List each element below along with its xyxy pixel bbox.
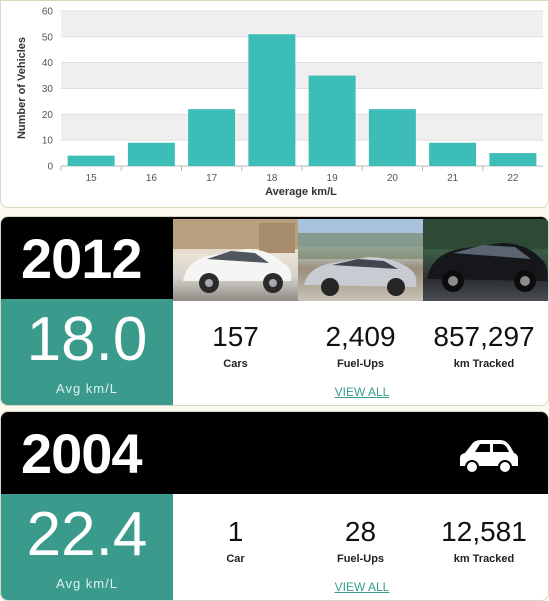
car-icon (460, 440, 518, 474)
x-tick-label: 16 (146, 173, 158, 184)
view-all-link[interactable]: VIEW ALL (334, 385, 390, 399)
stat-fuel-ups: 2,409 Fuel-Ups (298, 321, 423, 370)
year-header: 2004 (1, 412, 548, 494)
grid-band (61, 62, 543, 89)
x-tick-label: 17 (206, 173, 218, 184)
white-hatchback-photo (173, 219, 298, 293)
bar-16[interactable] (127, 142, 175, 166)
avg-kml-box: 18.0 Avg km/L (1, 299, 173, 405)
year-header: 2012 (1, 217, 548, 301)
histogram-card: 0 10 20 30 40 50 60 15 16 17 18 19 20 21 22 Average k… (0, 0, 549, 208)
y-tick-label: 50 (42, 32, 54, 43)
view-all-link[interactable]: VIEW ALL (334, 580, 390, 594)
x-axis-ticks: 15 16 17 18 19 20 21 22 (60, 166, 519, 184)
x-tick-label: 18 (266, 173, 278, 184)
stat-label: Fuel-Ups (336, 553, 385, 565)
vehicle-photo[interactable] (173, 219, 298, 301)
stat-value: 2,409 (325, 321, 396, 352)
y-axis-title: Number of Vehicles (16, 37, 28, 139)
y-axis-ticks: 0 10 20 30 40 50 60 (42, 7, 54, 173)
grid-band (61, 11, 543, 37)
bar-19[interactable] (308, 75, 356, 166)
x-tick-label: 15 (86, 173, 98, 184)
stats-panel: 157 Cars 2,409 Fuel-Ups 857,297 km Track… (173, 299, 548, 405)
black-hatchback-photo (423, 219, 548, 292)
stat-value: 857,297 (433, 321, 535, 352)
stat-label: Car (226, 553, 245, 565)
stat-value: 157 (212, 321, 259, 352)
avg-kml-box: 22.4 Avg km/L (1, 494, 173, 600)
avg-kml-label: Avg km/L (56, 576, 118, 591)
chart-bars (67, 34, 537, 166)
avg-kml-label: Avg km/L (56, 381, 118, 396)
year-card-2012: 2012 (0, 216, 549, 406)
y-tick-label: 60 (42, 7, 54, 18)
y-tick-label: 0 (47, 162, 53, 173)
vehicle-photo[interactable] (423, 219, 548, 301)
x-tick-label: 22 (507, 173, 519, 184)
avg-kml-value: 22.4 (26, 500, 148, 569)
grid-band (61, 114, 543, 141)
stat-value: 28 (344, 516, 377, 547)
stat-km-tracked: 857,297 km Tracked (418, 321, 548, 370)
chart-gridlines (61, 10, 543, 167)
stat-label: km Tracked (453, 358, 515, 370)
year-title: 2004 (21, 422, 143, 485)
bar-15[interactable] (67, 155, 115, 166)
stat-value: 12,581 (441, 516, 527, 547)
vehicle-photo[interactable] (298, 219, 423, 301)
y-tick-label: 40 (42, 58, 54, 69)
stat-fuel-ups: 28 Fuel-Ups (298, 516, 423, 565)
bar-18[interactable] (248, 34, 296, 166)
avg-kml-value: 18.0 (26, 305, 148, 374)
bar-21[interactable] (429, 142, 477, 166)
stat-cars: 1 Car (173, 516, 298, 565)
year-card-2004: 2004 22.4 Avg km/L 1 Car 28 Fuel-Ups 12,… (0, 411, 549, 601)
x-tick-label: 20 (387, 173, 399, 184)
x-tick-label: 21 (447, 173, 459, 184)
vehicle-photo-strip (173, 219, 548, 301)
year-title: 2012 (21, 227, 143, 290)
bar-17[interactable] (188, 109, 236, 166)
y-tick-label: 30 (42, 84, 54, 95)
stats-panel: 1 Car 28 Fuel-Ups 12,581 km Tracked VIEW… (173, 494, 548, 600)
stat-value: 1 (227, 516, 244, 547)
stat-km-tracked: 12,581 km Tracked (418, 516, 548, 565)
stat-label: Fuel-Ups (336, 358, 385, 370)
x-axis-title: Average km/L (265, 186, 337, 198)
stat-cars: 157 Cars (173, 321, 298, 370)
bar-22[interactable] (489, 153, 537, 166)
bar-20[interactable] (368, 109, 416, 166)
y-tick-label: 20 (42, 110, 54, 121)
stat-label: km Tracked (453, 553, 515, 565)
x-tick-label: 19 (327, 173, 339, 184)
stat-label: Cars (223, 358, 248, 370)
silver-hatchback-photo (298, 219, 423, 296)
y-tick-label: 10 (42, 136, 54, 147)
histogram-chart: 0 10 20 30 40 50 60 15 16 17 18 19 20 21 22 Average k… (16, 7, 543, 198)
